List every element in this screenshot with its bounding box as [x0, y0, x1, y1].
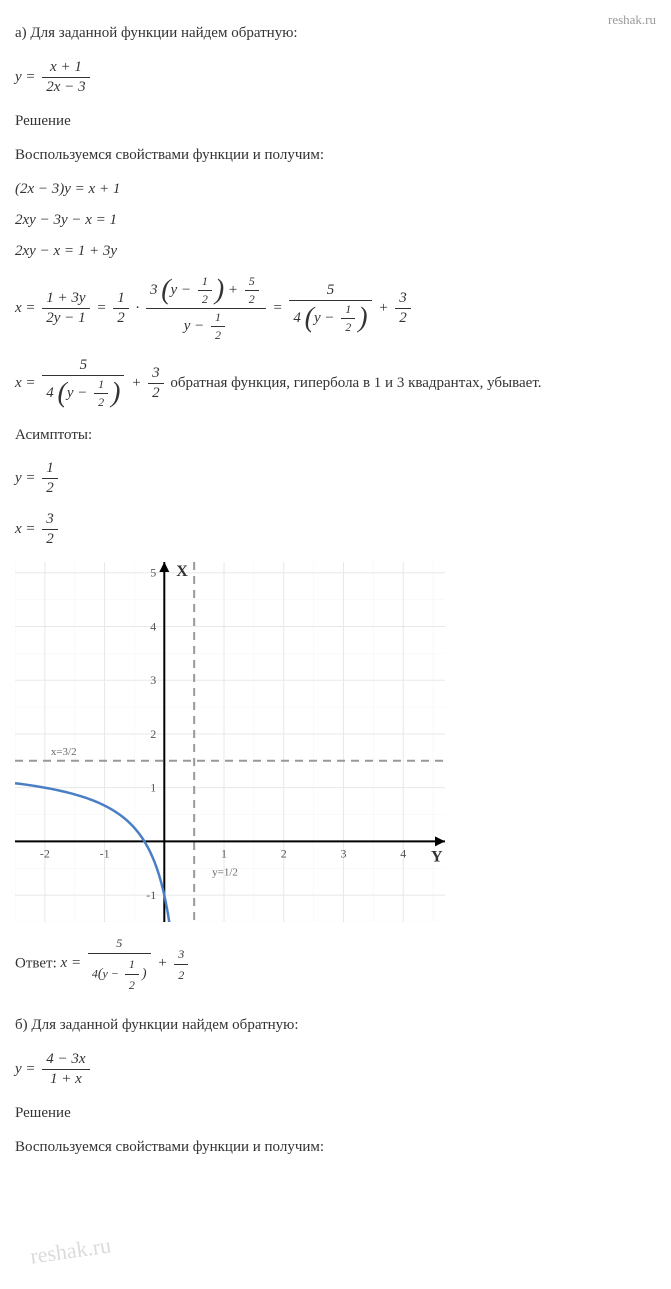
denominator: 2x − 3	[42, 78, 89, 96]
step6: x = 5 4 (y − 12) + 3 2 обратная функция,…	[15, 357, 656, 410]
fraction: 1 2	[42, 460, 58, 497]
svg-text:x=3/2: x=3/2	[51, 746, 77, 758]
solution-label: Решение	[15, 110, 656, 133]
svg-text:4: 4	[150, 619, 156, 633]
fraction: 5 4(y − 12)	[88, 934, 151, 994]
svg-text:2: 2	[281, 846, 287, 860]
fraction: 5 4 (y − 12)	[42, 357, 124, 410]
var-x: x	[15, 374, 22, 390]
step6-text: обратная функция, гипербола в 1 и 3 квад…	[170, 374, 541, 390]
asymptotes-label: Асимптоты:	[15, 424, 656, 447]
svg-text:1: 1	[150, 781, 156, 795]
numerator: x + 1	[42, 59, 89, 78]
step1-text: Воспользуемся свойствами функции и получ…	[15, 144, 656, 167]
numerator: 3	[174, 945, 188, 965]
denominator: y − 12	[146, 309, 266, 343]
numerator: 3	[42, 511, 58, 530]
numerator: 3	[148, 365, 164, 384]
denominator: 2	[174, 965, 188, 984]
fraction: 5 4 (y − 12)	[289, 282, 371, 335]
step1-text-b: Воспользуемся свойствами функции и получ…	[15, 1136, 656, 1159]
denominator: 4(y − 12)	[88, 954, 151, 994]
svg-text:3: 3	[340, 846, 346, 860]
svg-text:-1: -1	[146, 888, 156, 902]
svg-text:X: X	[176, 563, 188, 580]
fraction: 3 2	[174, 945, 188, 984]
numerator: 3 (y − 12) + 52	[146, 274, 266, 309]
fraction: x + 1 2x − 3	[42, 59, 89, 96]
denominator: 4 (y − 12)	[289, 301, 371, 335]
svg-text:-2: -2	[40, 846, 50, 860]
svg-text:Y: Y	[431, 848, 443, 865]
denominator: 2	[42, 479, 58, 497]
denominator: 4 (y − 12)	[42, 376, 124, 410]
fraction: 3 2	[395, 290, 411, 327]
numerator: 1 + 3y	[42, 290, 89, 309]
step3: 2xy − 3y − x = 1	[15, 212, 656, 229]
asym-y: y = 1 2	[15, 460, 656, 497]
denominator: 2	[395, 309, 411, 327]
fraction: 3 2	[148, 365, 164, 402]
solution-label-b: Решение	[15, 1102, 656, 1125]
svg-text:2: 2	[150, 727, 156, 741]
denominator: 2	[148, 384, 164, 402]
numerator: 1	[113, 290, 129, 309]
denominator: 2	[42, 530, 58, 548]
step5: x = 1 + 3y 2y − 1 = 1 2 · 3 (y − 12) + 5…	[15, 274, 656, 343]
svg-text:y=1/2: y=1/2	[212, 866, 238, 878]
fraction: 3 (y − 12) + 52 y − 12	[146, 274, 266, 343]
numerator: 4 − 3x	[42, 1051, 89, 1070]
svg-text:1: 1	[221, 846, 227, 860]
part-a-intro: а) Для заданной функции найдем обратную:	[15, 22, 656, 45]
bottom-watermark: reshak.ru	[29, 1232, 113, 1269]
denominator: 2y − 1	[42, 309, 89, 327]
hyperbola-graph: -2 -1 1 2 3 4 -1 1 2 3 4 5 X Yx=3/2 y=1/2	[15, 562, 445, 922]
numerator: 5	[42, 357, 124, 376]
fraction: 4 − 3x 1 + x	[42, 1051, 89, 1088]
denominator: 1 + x	[42, 1070, 89, 1088]
equation-a1: y = x + 1 2x − 3	[15, 59, 656, 96]
fraction: 1 + 3y 2y − 1	[42, 290, 89, 327]
step4: 2xy − x = 1 + 3y	[15, 243, 656, 260]
numerator: 1	[42, 460, 58, 479]
fraction: 1 2	[113, 290, 129, 327]
fraction: 3 2	[42, 511, 58, 548]
var-x: x	[15, 299, 22, 315]
numerator: 5	[88, 934, 151, 954]
step2: (2x − 3)y = x + 1	[15, 181, 656, 198]
svg-text:4: 4	[400, 846, 406, 860]
asym-x: x = 3 2	[15, 511, 656, 548]
svg-text:3: 3	[150, 673, 156, 687]
equation-b1: y = 4 − 3x 1 + x	[15, 1051, 656, 1088]
svg-text:-1: -1	[100, 846, 110, 860]
var-x: x	[61, 955, 68, 971]
denominator: 2	[113, 309, 129, 327]
numerator: 5	[289, 282, 371, 301]
site-watermark: reshak.ru	[608, 12, 656, 28]
answer-label: Ответ:	[15, 955, 61, 971]
answer-line: Ответ: x = 5 4(y − 12) + 3 2	[15, 934, 656, 994]
part-b-intro: б) Для заданной функции найдем обратную:	[15, 1014, 656, 1037]
numerator: 3	[395, 290, 411, 309]
svg-text:5: 5	[150, 566, 156, 580]
var-y: y	[15, 68, 22, 84]
